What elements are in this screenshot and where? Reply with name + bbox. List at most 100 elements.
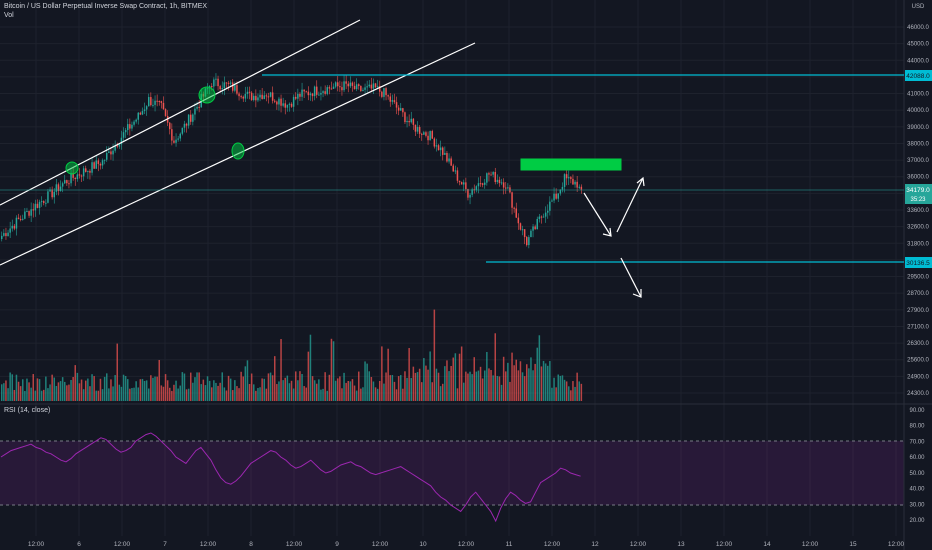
volume-bar (563, 379, 566, 401)
volume-bar (32, 374, 34, 401)
candle-body (78, 174, 81, 176)
volume-bar (76, 372, 79, 401)
price-tick: 29500.0 (907, 275, 929, 281)
volume-bar (400, 375, 402, 401)
volume-bar (156, 376, 158, 401)
candle-body (17, 217, 20, 219)
candle-body (280, 98, 282, 106)
candle-body (108, 151, 110, 154)
candle-body (61, 183, 64, 187)
volume-bar (177, 388, 179, 401)
candle-body (211, 86, 213, 88)
volume-bar (259, 387, 261, 401)
candle-body (227, 82, 230, 84)
chart-title: Bitcoin / US Dollar Perpetual Inverse Sw… (4, 3, 208, 10)
candle-body (253, 95, 255, 101)
candle-body (458, 180, 461, 183)
price-tick: 24300.0 (907, 391, 929, 397)
price-tick: 33600.0 (907, 208, 929, 214)
candle-body (425, 132, 427, 136)
channel-upper-line[interactable] (0, 19, 361, 206)
volume-bar (204, 385, 207, 401)
candle-body (311, 93, 314, 97)
candle-body (309, 93, 312, 96)
green-zone[interactable] (520, 158, 622, 171)
candle-body (555, 193, 557, 199)
candle-body (292, 96, 295, 107)
touch-circle-1[interactable] (65, 161, 79, 175)
volume-bar (49, 384, 51, 401)
candle-body (122, 132, 125, 138)
volume-bar (423, 358, 425, 401)
arrow-down-segment-2[interactable] (620, 257, 642, 298)
candle-body (465, 182, 467, 190)
volume-bar (481, 378, 484, 401)
volume-bar (498, 376, 501, 401)
arrow-up-segment[interactable] (616, 177, 644, 233)
volume-bar (276, 384, 278, 401)
rsi-tick: 90.00 (909, 408, 925, 414)
candle-body (360, 85, 362, 91)
volume-bar (341, 388, 343, 401)
candle-body (248, 91, 251, 93)
volume-bar (353, 385, 356, 401)
candle-body (418, 127, 421, 134)
volume-bar (368, 371, 370, 401)
candle-body (404, 112, 406, 123)
volume-bar (517, 370, 520, 401)
volume-bar (257, 388, 259, 401)
candle-body (242, 96, 244, 99)
candle-body (162, 102, 165, 110)
candle-body (66, 180, 68, 184)
volume-bar (135, 381, 137, 401)
candlesticks (1, 73, 583, 249)
volume-bar (307, 351, 310, 401)
candle-body (164, 109, 167, 116)
volume-bar (234, 380, 236, 401)
arrow-down-segment[interactable] (583, 192, 612, 237)
candle-body (19, 218, 22, 220)
candle-body (133, 121, 135, 125)
volume-bar (70, 380, 72, 401)
candle-body (112, 150, 114, 155)
candle-body (59, 186, 62, 191)
candle-body (120, 137, 123, 145)
volume-bar (578, 381, 580, 401)
candle-body (322, 91, 324, 93)
volume-bar (124, 375, 127, 401)
candle-body (225, 82, 228, 84)
candle-body (372, 83, 375, 89)
volume-bar (99, 378, 102, 401)
volume-bar (192, 382, 194, 401)
volume-bar (360, 388, 362, 401)
volume-bar (408, 348, 410, 401)
volume-bar (213, 380, 215, 401)
volume-bar (45, 376, 47, 401)
candle-body (570, 177, 572, 179)
price-tick: 46000.0 (907, 25, 929, 31)
volume-bar (66, 385, 68, 401)
candle-body (542, 216, 545, 218)
candle-body (446, 152, 448, 162)
volume-bar (141, 378, 144, 401)
volume-bar (5, 380, 7, 401)
volume-bar (393, 381, 396, 401)
candle-body (72, 173, 74, 178)
volume-bar (551, 387, 553, 401)
candle-body (7, 232, 9, 237)
volume-bar (494, 333, 496, 401)
volume-bar (435, 368, 438, 401)
touch-circle-2[interactable] (198, 86, 216, 104)
volume-bar (28, 382, 30, 401)
touch-circle-3[interactable] (231, 142, 245, 160)
volume-bar (534, 363, 536, 401)
candle-body (38, 201, 41, 208)
projection-arrows[interactable] (583, 176, 645, 298)
candle-body (192, 114, 194, 122)
candle-body (118, 144, 121, 147)
price-tick: 25600.0 (907, 358, 929, 364)
volume-bar (530, 357, 532, 401)
candle-body (460, 182, 463, 185)
volume-bar (416, 372, 419, 401)
